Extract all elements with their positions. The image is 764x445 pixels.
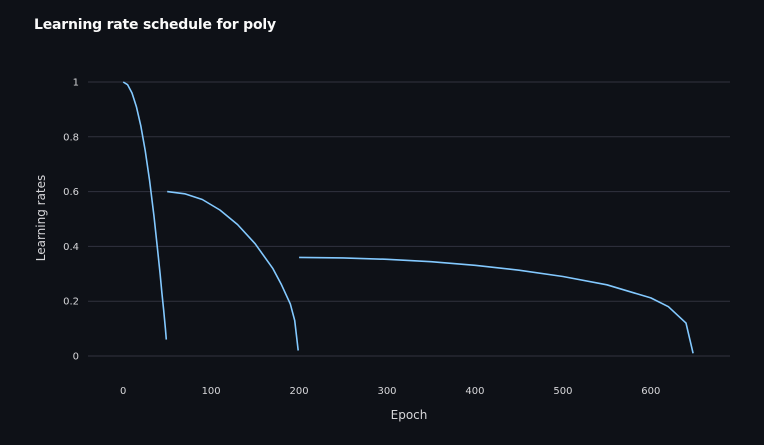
x-tick-label: 100 [202,386,221,397]
y-tick-label: 0.6 [63,187,79,198]
series-line-3 [299,256,694,354]
y-axis-ticks: 0 0.2 0.4 0.6 0.8 1 [63,78,79,363]
x-tick-label: 500 [553,386,572,397]
x-tick-label: 300 [377,386,396,397]
x-tick-label: 0 [120,386,126,397]
x-tick-label: 600 [641,386,660,397]
y-axis-title: Learning rates [34,175,48,262]
series-line-2 [167,190,299,351]
y-tick-label: 0.4 [63,242,79,253]
x-tick-label: 400 [465,386,484,397]
grid-lines [88,81,730,357]
x-tick-label: 200 [290,386,309,397]
x-axis-title: Epoch [391,408,428,422]
chart-title: Learning rate schedule for poly [34,17,276,33]
series-lines [122,81,694,354]
y-tick-label: 0 [73,352,79,363]
series-line-1 [122,81,168,340]
y-tick-label: 0.2 [63,297,79,308]
y-tick-label: 1 [73,78,79,89]
x-axis-ticks: 0 100 200 300 400 500 600 [120,386,660,397]
y-tick-label: 0.8 [63,132,79,143]
